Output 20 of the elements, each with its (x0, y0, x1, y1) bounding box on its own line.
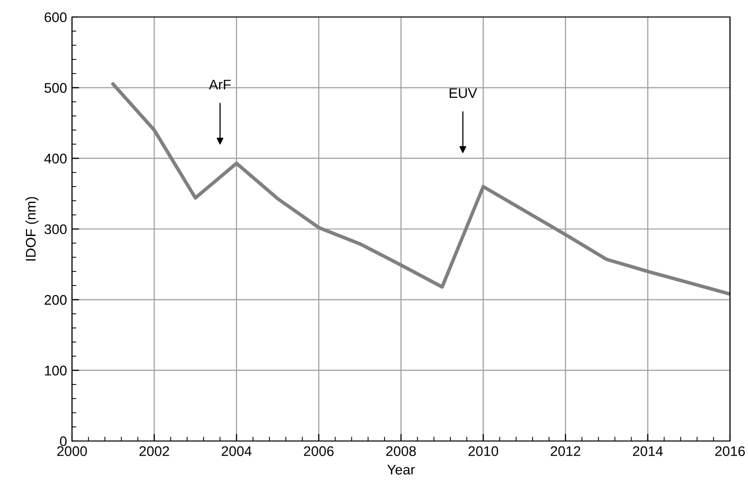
annotation: EUV (450, 88, 478, 98)
x-tick-label: 2008 (386, 446, 416, 456)
annotation: ArF (208, 80, 231, 90)
x-tick-label: 2000 (57, 446, 87, 456)
x-tick-label: 2012 (550, 446, 580, 456)
y-tick-label: 300 (44, 224, 67, 234)
y-tick-label: 400 (44, 154, 67, 164)
x-tick-label: 2014 (633, 446, 663, 456)
y-axis-title: IDOF (nm) (25, 197, 38, 261)
y-tick-label: 200 (44, 295, 67, 305)
x-tick-label: 2010 (468, 446, 498, 456)
y-tick-label: 100 (45, 366, 67, 376)
y-tick-label: 0 (60, 436, 67, 446)
y-tick-label: 500 (44, 83, 67, 93)
x-tick-label: 2002 (140, 446, 170, 456)
x-tick-label: 2006 (304, 446, 334, 456)
x-tick-label: 2004 (222, 446, 252, 456)
x-axis-title: Year (387, 464, 415, 475)
y-tick-label: 600 (44, 12, 67, 22)
x-tick-label: 2016 (715, 446, 745, 456)
